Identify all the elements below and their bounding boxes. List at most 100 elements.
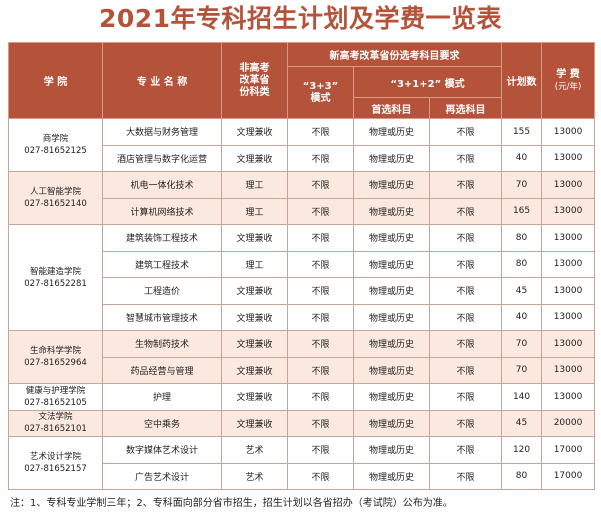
header-first-subject: 首选科目 — [353, 97, 430, 119]
plan-cell: 80 — [501, 250, 543, 278]
page-title: 2021年专科招生计划及学费一览表 — [98, 4, 503, 33]
fee-cell: 17000 — [541, 436, 596, 464]
college-cell: 人工智能学院 027-81652140 — [8, 171, 103, 225]
plan-cell: 80 — [501, 224, 543, 252]
college-cell: 健康与护理学院 027-81652105 — [8, 383, 103, 411]
college-cell: 商学院 027-81652125 — [8, 118, 103, 172]
college-cell: 艺术设计学院 027-81652157 — [8, 436, 103, 490]
first-subject-cell: 物理或历史 — [353, 356, 430, 384]
header-fee: 学 费 (元/年) — [541, 42, 596, 119]
footnote: 注：1、专科专业学制三年；2、专科面向部分省市招生，招生计划以各省招办（考试院）… — [10, 498, 453, 509]
fee-cell: 13000 — [541, 144, 596, 172]
second-subject-cell: 不限 — [428, 409, 503, 437]
major-cell: 护理 — [102, 383, 222, 411]
header-reform-group: 新高考改革省份选考科目要求 — [286, 42, 503, 67]
second-subject-cell: 不限 — [428, 383, 503, 411]
second-subject-cell: 不限 — [428, 303, 503, 331]
mode33-cell: 不限 — [287, 171, 354, 199]
plan-cell: 70 — [501, 356, 543, 384]
second-subject-cell: 不限 — [428, 224, 503, 252]
header-fee-line2: (元/年) — [554, 81, 582, 92]
plan-cell: 140 — [501, 383, 543, 411]
mode33-cell: 不限 — [287, 277, 354, 305]
mode33-cell: 不限 — [287, 118, 354, 146]
major-cell: 药品经营与管理 — [102, 356, 222, 384]
college-cell: 智能建造学院 027-81652281 — [8, 224, 103, 331]
plan-cell: 40 — [501, 144, 543, 172]
fee-cell: 13000 — [541, 250, 596, 278]
category-cell: 文理兼收 — [221, 303, 288, 331]
major-cell: 智慧城市管理技术 — [102, 303, 222, 331]
mode33-cell: 不限 — [287, 356, 354, 384]
major-cell: 建筑装饰工程技术 — [102, 224, 222, 252]
major-cell: 空中乘务 — [102, 409, 222, 437]
college-name: 艺术设计学院 — [29, 452, 81, 462]
header-second-subject: 再选科目 — [428, 97, 503, 119]
mode33-cell: 不限 — [287, 436, 354, 464]
mode33-cell: 不限 — [287, 409, 354, 437]
college-name: 人工智能学院 — [29, 187, 81, 197]
first-subject-cell: 物理或历史 — [353, 144, 430, 172]
fee-cell: 13000 — [541, 171, 596, 199]
fee-table: 学 院 专 业 名 称 非高考 改革省 份科类 新高考改革省份选考科目要求 计划… — [8, 42, 596, 490]
second-subject-cell: 不限 — [428, 462, 503, 490]
fee-cell: 13000 — [541, 197, 596, 225]
mode33-cell: 不限 — [287, 330, 354, 358]
college-phone: 027-81652157 — [24, 464, 87, 474]
header-fee-line1: 学 费 — [556, 68, 580, 80]
second-subject-cell: 不限 — [428, 171, 503, 199]
major-cell: 广告艺术设计 — [102, 462, 222, 490]
major-cell: 大数据与财务管理 — [102, 118, 222, 146]
college-cell: 生命科学学院 027-81652964 — [8, 330, 103, 384]
category-cell: 文理兼收 — [221, 224, 288, 252]
category-cell: 理工 — [221, 250, 288, 278]
college-phone: 027-81652281 — [24, 278, 87, 289]
header-mode33-line1: “3+3” — [302, 80, 339, 92]
second-subject-cell: 不限 — [428, 144, 503, 172]
header-category-line1: 非高考 — [239, 62, 270, 74]
fee-cell: 13000 — [541, 303, 596, 331]
first-subject-cell: 物理或历史 — [353, 409, 430, 437]
mode33-cell: 不限 — [287, 197, 354, 225]
major-cell: 建筑工程技术 — [102, 250, 222, 278]
plan-cell: 70 — [501, 171, 543, 199]
college-phone: 027-81652101 — [24, 424, 87, 435]
fee-cell: 17000 — [541, 462, 596, 490]
header-college: 学 院 — [8, 42, 103, 119]
second-subject-cell: 不限 — [428, 436, 503, 464]
header-major: 专 业 名 称 — [102, 42, 222, 119]
second-subject-cell: 不限 — [428, 118, 503, 146]
mode33-cell: 不限 — [287, 383, 354, 411]
college-phone: 027-81652140 — [24, 199, 87, 209]
plan-cell: 40 — [501, 303, 543, 331]
category-cell: 艺术 — [221, 436, 288, 464]
first-subject-cell: 物理或历史 — [353, 224, 430, 252]
fee-cell: 13000 — [541, 277, 596, 305]
college-name: 商学院 — [42, 134, 69, 144]
plan-cell: 45 — [501, 277, 543, 305]
header-plan: 计划数 — [501, 42, 543, 119]
fee-cell: 13000 — [541, 383, 596, 411]
college-phone: 027-81652964 — [24, 358, 87, 368]
first-subject-cell: 物理或历史 — [353, 118, 430, 146]
college-name: 生命科学学院 — [29, 346, 81, 356]
major-cell: 数字媒体艺术设计 — [102, 436, 222, 464]
category-cell: 文理兼收 — [221, 277, 288, 305]
header-mode33-line2: 模式 — [310, 92, 331, 104]
mode33-cell: 不限 — [287, 250, 354, 278]
first-subject-cell: 物理或历史 — [353, 303, 430, 331]
college-name: 健康与护理学院 — [25, 385, 86, 396]
fee-cell: 13000 — [541, 356, 596, 384]
header-mode312: “3+1+2” 模式 — [352, 66, 503, 98]
second-subject-cell: 不限 — [428, 277, 503, 305]
plan-cell: 45 — [501, 409, 543, 437]
college-name: 智能建造学院 — [29, 266, 81, 277]
plan-cell: 120 — [501, 436, 543, 464]
major-cell: 机电一体化技术 — [102, 171, 222, 199]
major-cell: 酒店管理与数字化运营 — [102, 144, 222, 172]
plan-cell: 70 — [501, 330, 543, 358]
college-phone: 027-81652125 — [24, 146, 87, 156]
category-cell: 艺术 — [221, 462, 288, 490]
fee-cell: 13000 — [541, 118, 596, 146]
mode33-cell: 不限 — [287, 224, 354, 252]
